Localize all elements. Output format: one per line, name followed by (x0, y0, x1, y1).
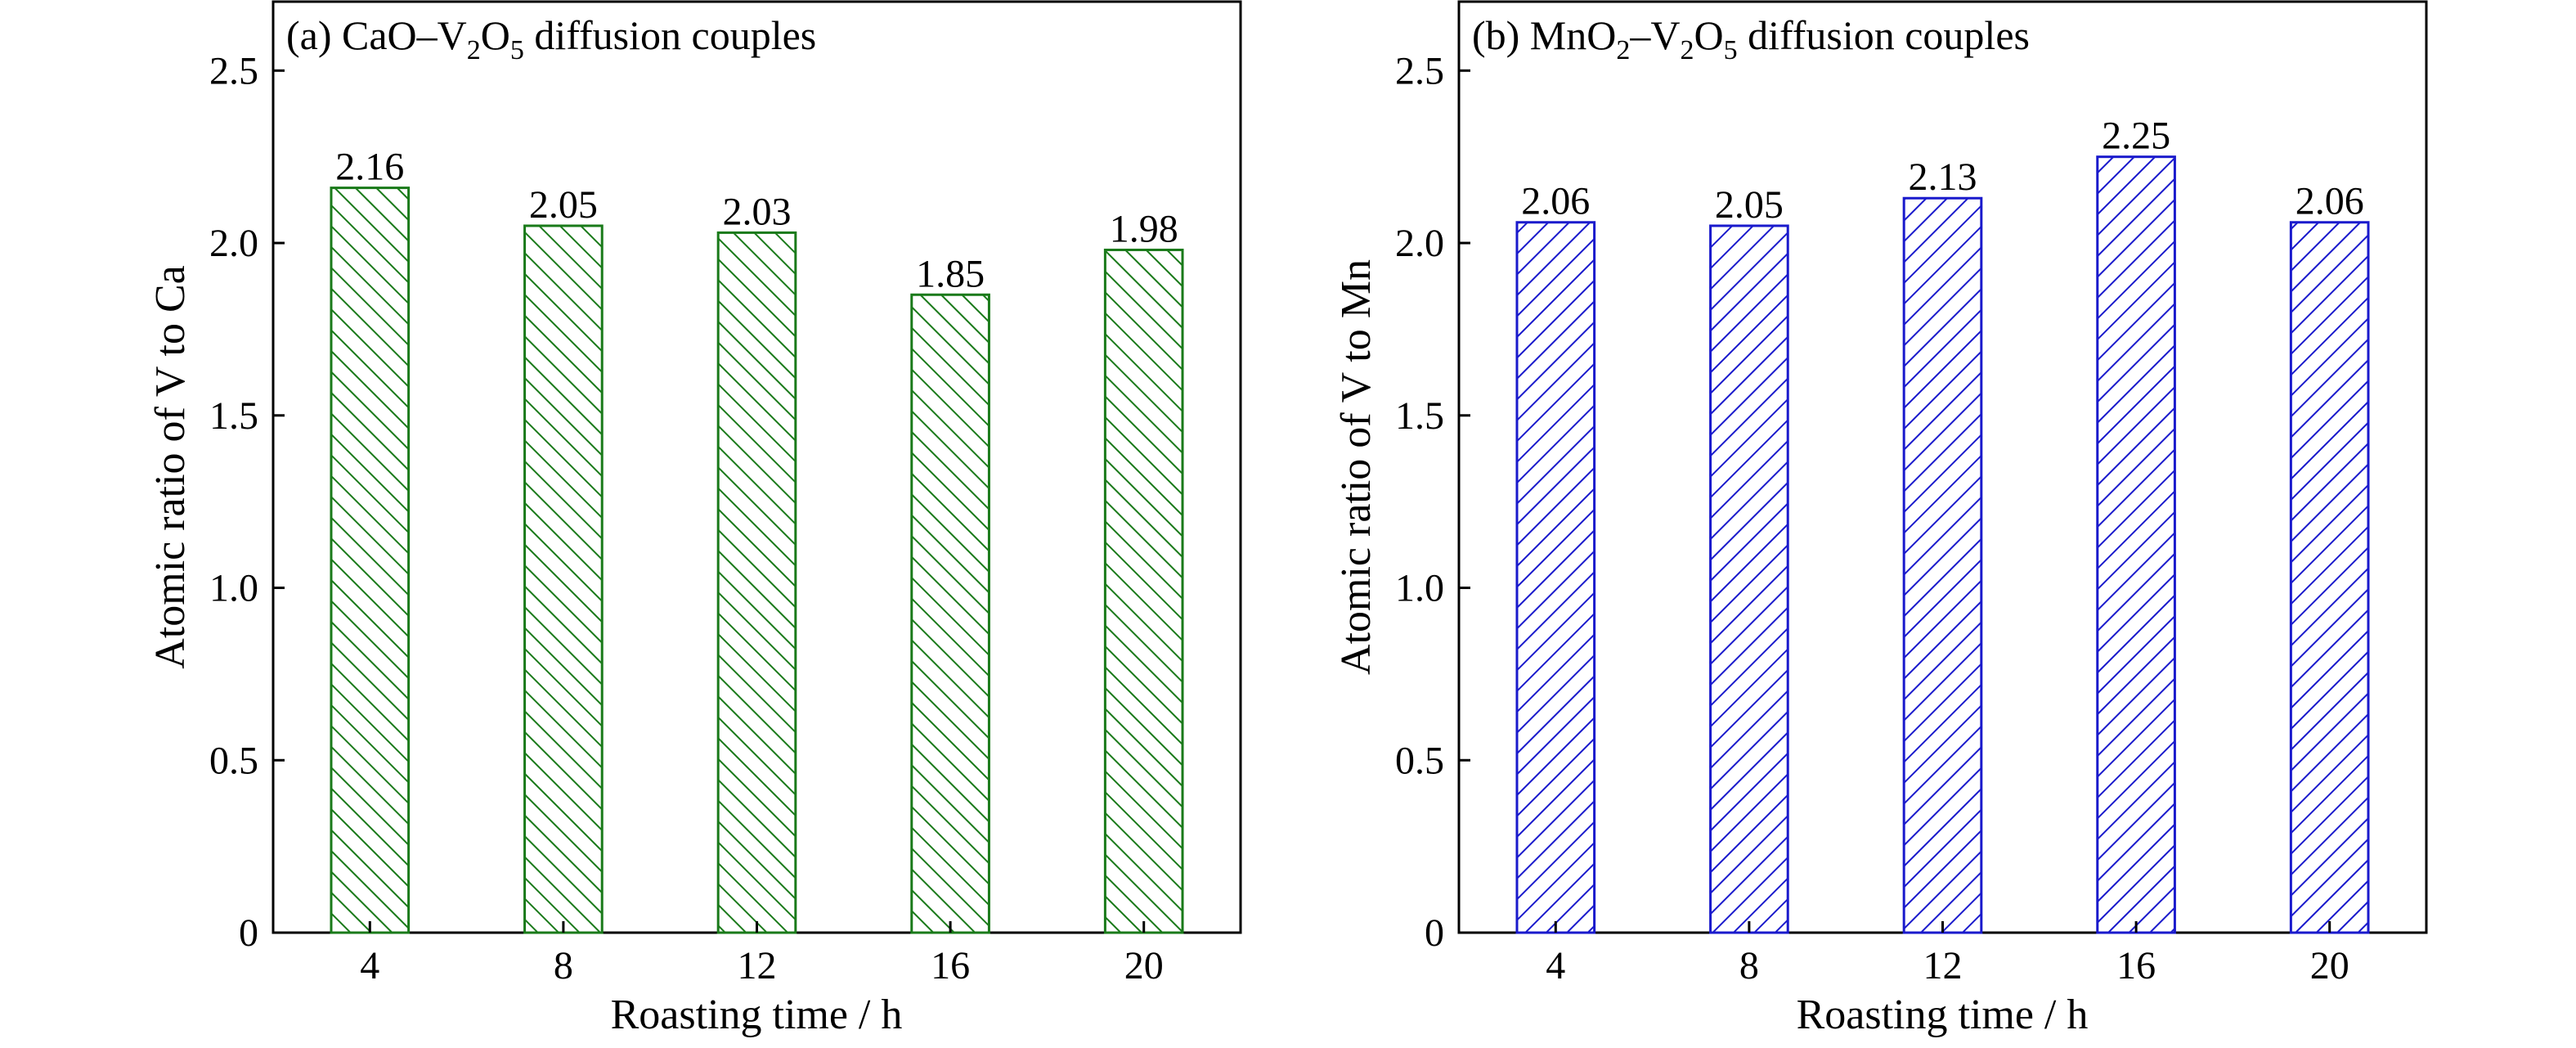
panel-b-y-tick-label: 2.0 (1395, 222, 1444, 265)
panel-a-title: (a) CaO–V2O5 diffusion couples (286, 12, 816, 65)
panel-b-marks: 0 0.5 1.0 1.5 2.0 2.5 2.06 4 2.05 8 2.13 12 2.25 16 2.… (1395, 49, 2370, 987)
panel-b-data-label: 2.06 (1521, 180, 1590, 223)
panel-a-data-label: 2.05 (529, 183, 598, 227)
panel-b-x-tick-label: 4 (1546, 944, 1565, 987)
panel-a-data-label: 1.85 (916, 252, 985, 295)
panel-a-marks: 0 0.5 1.0 1.5 2.0 2.5 2.16 4 2.05 8 2.03 12 1.85 16 1.… (209, 49, 1184, 987)
panel-a-x-tick-label: 8 (554, 944, 573, 987)
panel-a-x-axis-title: Roasting time / h (611, 992, 903, 1038)
panel-a-x-tick-label: 20 (1124, 944, 1164, 987)
panel-b-data-label: 2.13 (1909, 155, 1977, 199)
panel-b-bar (1515, 221, 1596, 934)
panel-b-data-label: 2.25 (2102, 115, 2170, 158)
panel-b-y-tick-label: 0.5 (1395, 739, 1444, 782)
panel-a-data-label: 2.03 (723, 190, 792, 233)
panel-a-bar (330, 187, 411, 934)
panel-a-x-tick-label: 12 (738, 944, 777, 987)
panel-b-x-tick-label: 12 (1923, 944, 1963, 987)
panel-a-bar (523, 224, 604, 934)
panel-b-y-tick-label: 0 (1425, 911, 1444, 955)
panel-b-bar (2289, 221, 2370, 934)
panel-a-y-tick-label: 1.5 (209, 394, 258, 438)
panel-a-x-tick-label: 16 (931, 944, 970, 987)
panel-a-y-axis-title: Atomic ratio of V to Ca (147, 265, 194, 668)
panel-a-bar (1103, 248, 1184, 934)
panel-b-data-label: 2.05 (1715, 183, 1784, 227)
panel-a-bar (910, 293, 990, 934)
panel-b-x-tick-label: 20 (2310, 944, 2349, 987)
panel-b-title: (b) MnO2–V2O5 diffusion couples (1472, 12, 2030, 65)
panel-b: (b) MnO2–V2O5 diffusion couples Atomic r… (1333, 0, 2428, 1038)
panel-b-bar (1709, 224, 1789, 934)
panel-a-y-tick-label: 2.5 (209, 49, 258, 92)
panel-a-y-tick-label: 0.5 (209, 739, 258, 782)
panel-b-y-tick-label: 1.5 (1395, 394, 1444, 438)
panel-b-x-tick-label: 8 (1739, 944, 1759, 987)
panel-b-y-tick-label: 2.5 (1395, 49, 1444, 92)
panel-a: (a) CaO–V2O5 diffusion couples Atomic ra… (147, 0, 1242, 1038)
panel-a-bar (716, 231, 797, 934)
panel-a-y-tick-label: 0 (239, 911, 258, 955)
panel-a-y-tick-label: 1.0 (209, 567, 258, 610)
panel-b-x-axis-title: Roasting time / h (1797, 992, 2089, 1038)
panel-b-y-tick-label: 1.0 (1395, 567, 1444, 610)
panel-b-bar (2096, 155, 2176, 934)
panel-a-x-tick-label: 4 (360, 944, 379, 987)
panel-b-bar (1902, 196, 1983, 934)
panel-a-y-tick-label: 2.0 (209, 222, 258, 265)
panel-a-data-label: 2.16 (335, 146, 404, 189)
panel-b-x-tick-label: 16 (2116, 944, 2156, 987)
panel-b-y-axis-title: Atomic ratio of V to Mn (1333, 259, 1380, 675)
panel-a-data-label: 1.98 (1110, 207, 1178, 250)
panel-b-data-label: 2.06 (2296, 180, 2364, 223)
